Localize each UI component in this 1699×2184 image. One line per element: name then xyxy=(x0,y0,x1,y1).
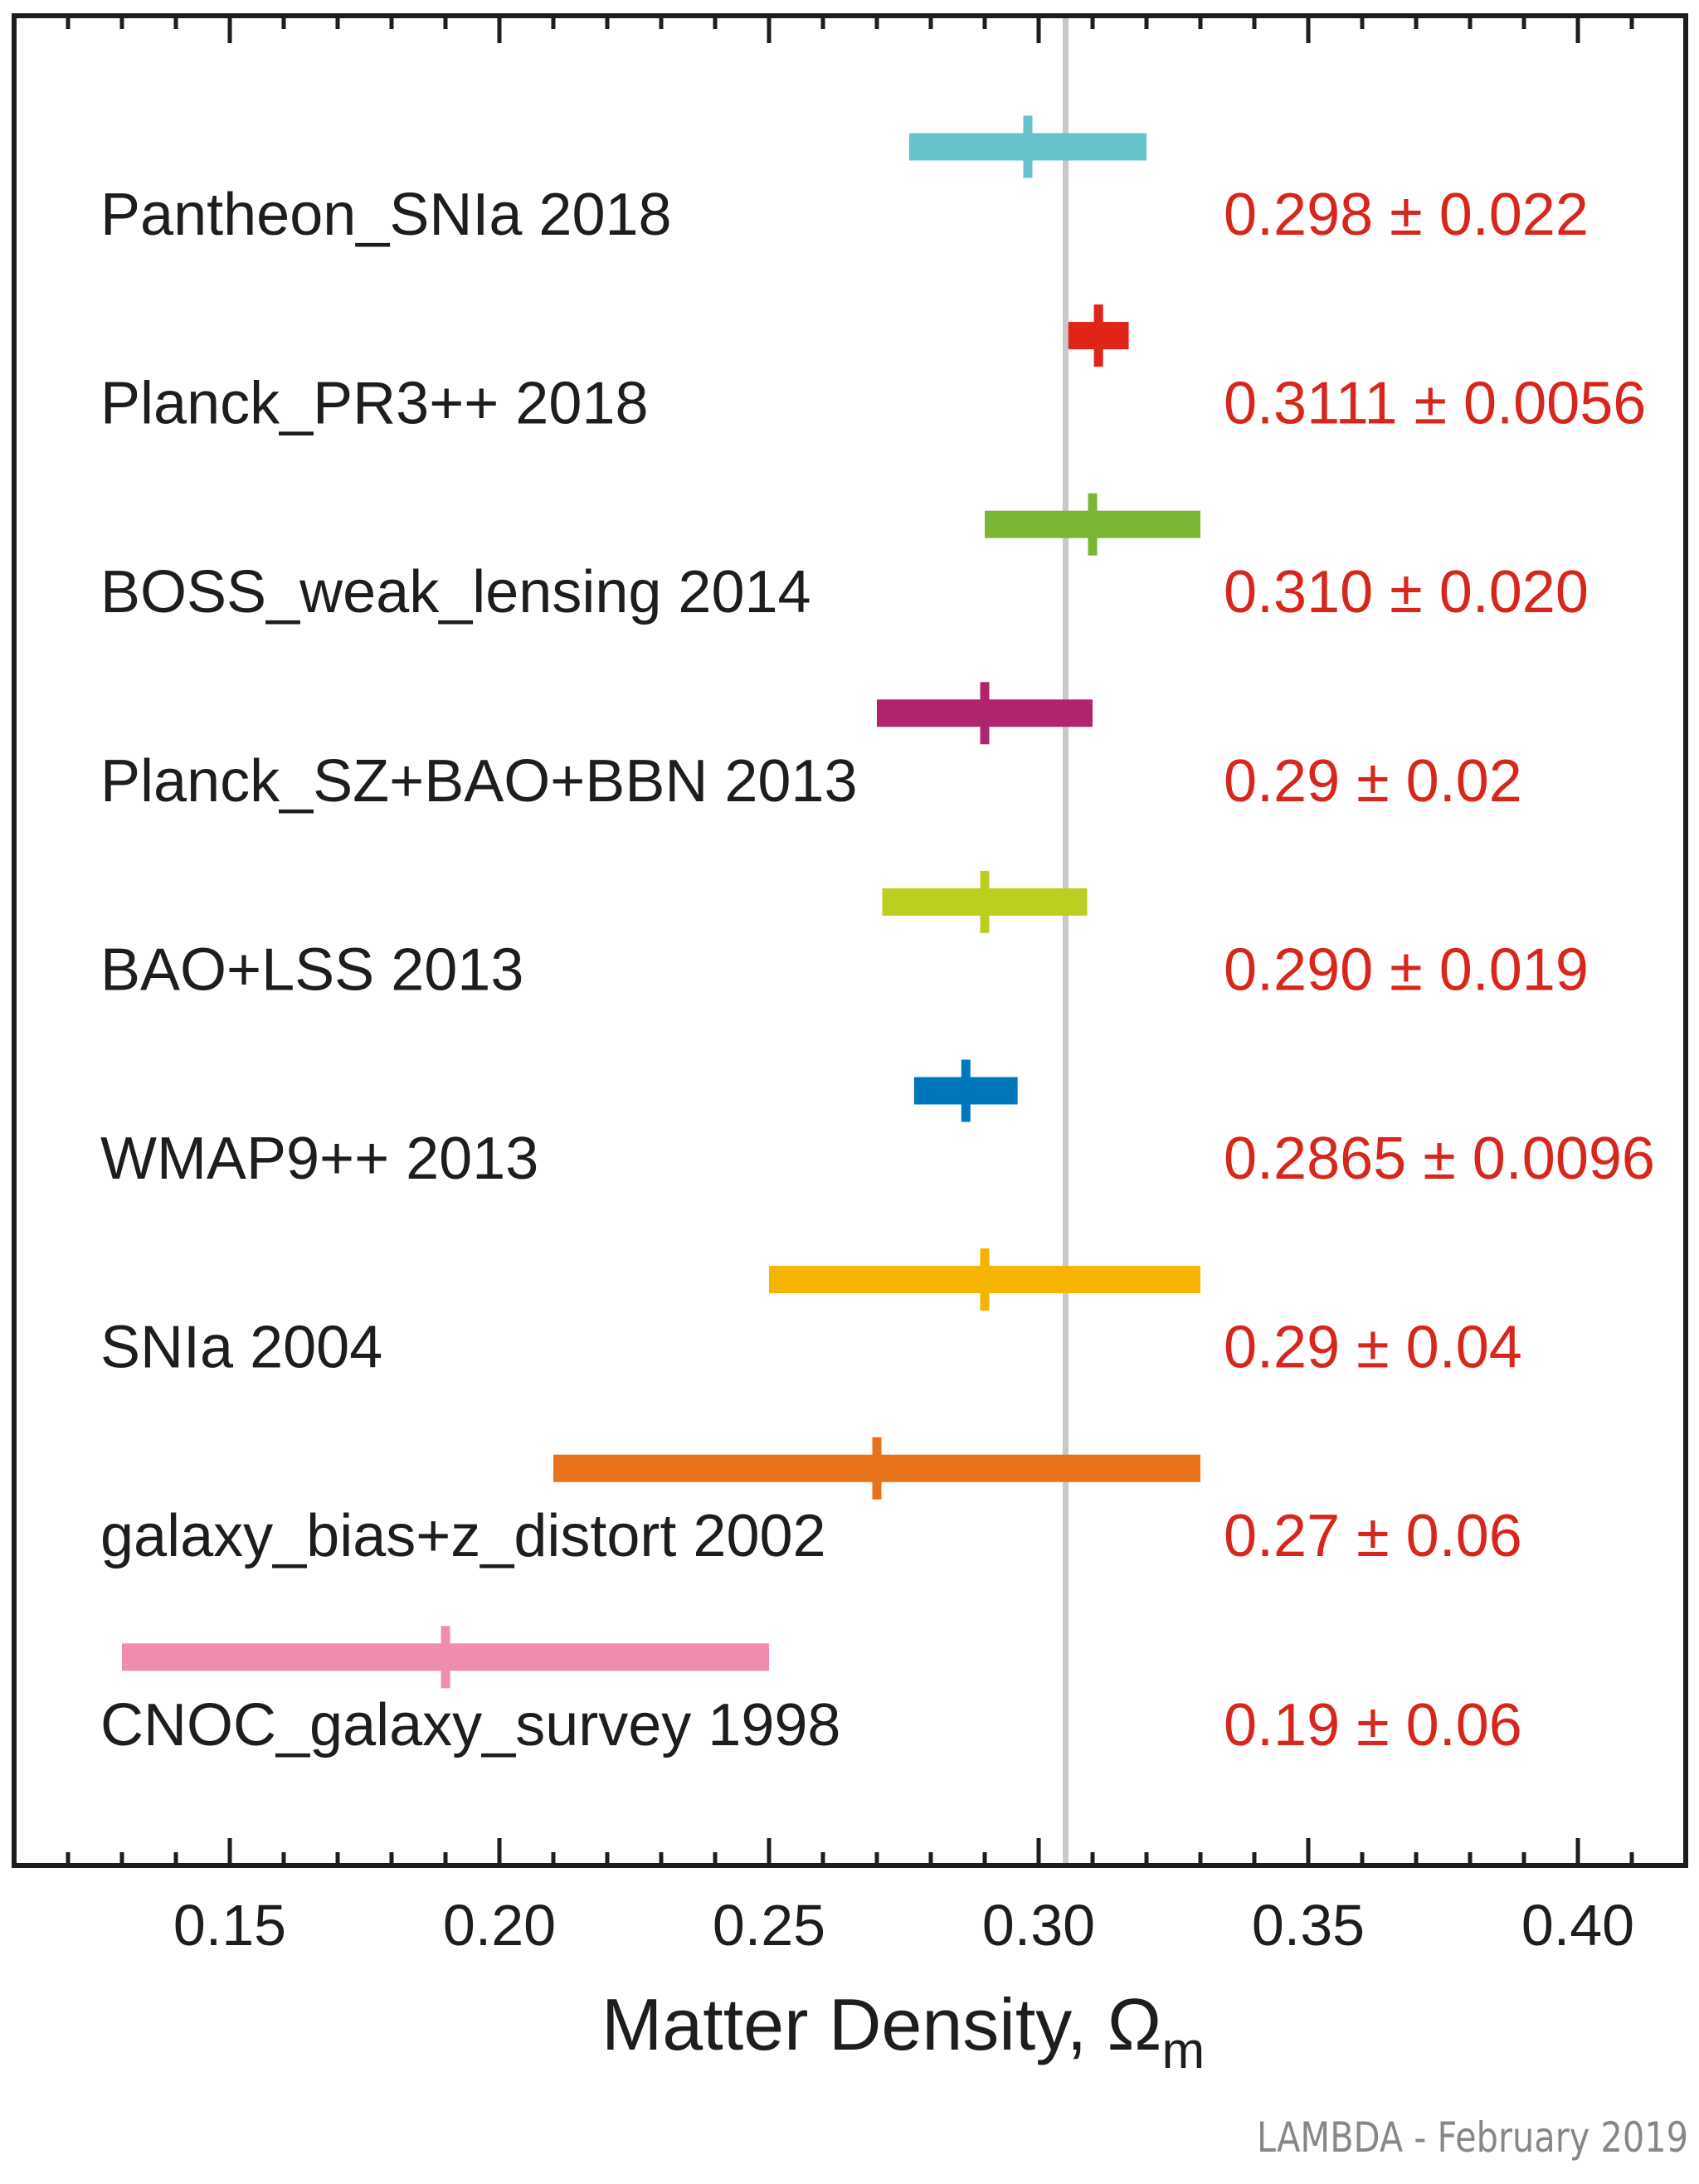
error-bar-group xyxy=(1068,304,1129,367)
row-labels-layer: Pantheon_SNIa 2018 0.298 ± 0.022 Planck_PR… xyxy=(100,182,1655,1758)
row-label: Planck_SZ+BAO+BBN 2013 xyxy=(100,748,858,815)
plot-frame xyxy=(12,13,1688,1868)
value-label: 0.29 ± 0.02 xyxy=(1224,748,1522,815)
error-bar-group xyxy=(122,1626,769,1689)
value-label: 0.27 ± 0.06 xyxy=(1224,1503,1522,1569)
plot-border xyxy=(12,13,1688,1868)
value-label: 0.298 ± 0.022 xyxy=(1224,182,1589,248)
central-value-marker xyxy=(441,1626,450,1689)
central-value-marker xyxy=(980,870,990,933)
axis-ticks-layer: 0.15 0.20 0.25 0.30 0.35 0.40 xyxy=(66,16,1634,1958)
row-label: Pantheon_SNIa 2018 xyxy=(100,182,672,248)
value-label: 0.310 ± 0.020 xyxy=(1224,559,1589,625)
value-label: 0.2865 ± 0.0096 xyxy=(1224,1126,1655,1192)
row-label: SNIa 2004 xyxy=(100,1315,382,1381)
error-bar-group xyxy=(553,1437,1200,1500)
central-value-marker xyxy=(1023,115,1033,178)
x-tick-label: 0.40 xyxy=(1521,1893,1634,1958)
x-tick-label: 0.30 xyxy=(982,1893,1095,1958)
row-label: CNOC_galaxy_survey 1998 xyxy=(100,1692,840,1758)
central-value-marker xyxy=(980,1248,990,1311)
credit-label: LAMBDA - February 2019 xyxy=(1257,2113,1688,2162)
x-axis-title-main: Matter Density, Ω xyxy=(601,1983,1161,2065)
x-tick-label: 0.15 xyxy=(173,1893,286,1958)
central-value-marker xyxy=(1088,493,1098,556)
value-label: 0.19 ± 0.06 xyxy=(1224,1692,1522,1758)
error-bar-group xyxy=(985,493,1200,556)
error-bar-group xyxy=(877,682,1093,745)
x-axis-title-subscript: m xyxy=(1161,2022,1205,2079)
error-bar-group xyxy=(909,115,1146,178)
error-bars-layer xyxy=(122,115,1200,1689)
central-value-marker xyxy=(980,682,990,745)
row-label: WMAP9++ 2013 xyxy=(100,1126,538,1192)
row-label: galaxy_bias+z_distort 2002 xyxy=(100,1503,826,1569)
row-label: BOSS_weak_lensing 2014 xyxy=(100,559,811,625)
x-tick-label: 0.25 xyxy=(713,1893,825,1958)
error-bar-group xyxy=(769,1248,1200,1311)
row-label: BAO+LSS 2013 xyxy=(100,936,523,1003)
central-value-marker xyxy=(961,1059,971,1122)
x-tick-label: 0.35 xyxy=(1252,1893,1365,1958)
x-tick-label: 0.20 xyxy=(443,1893,556,1958)
value-label: 0.290 ± 0.019 xyxy=(1224,936,1589,1003)
error-bar-group xyxy=(913,1059,1018,1122)
value-label: 0.3111 ± 0.0056 xyxy=(1224,371,1646,437)
row-label: Planck_PR3++ 2018 xyxy=(100,371,648,437)
central-value-marker xyxy=(872,1437,882,1500)
value-label: 0.29 ± 0.04 xyxy=(1224,1315,1522,1381)
x-axis-title: Matter Density, Ωm xyxy=(601,1983,1205,2079)
central-value-marker xyxy=(1093,304,1103,367)
error-bar-group xyxy=(882,870,1088,933)
